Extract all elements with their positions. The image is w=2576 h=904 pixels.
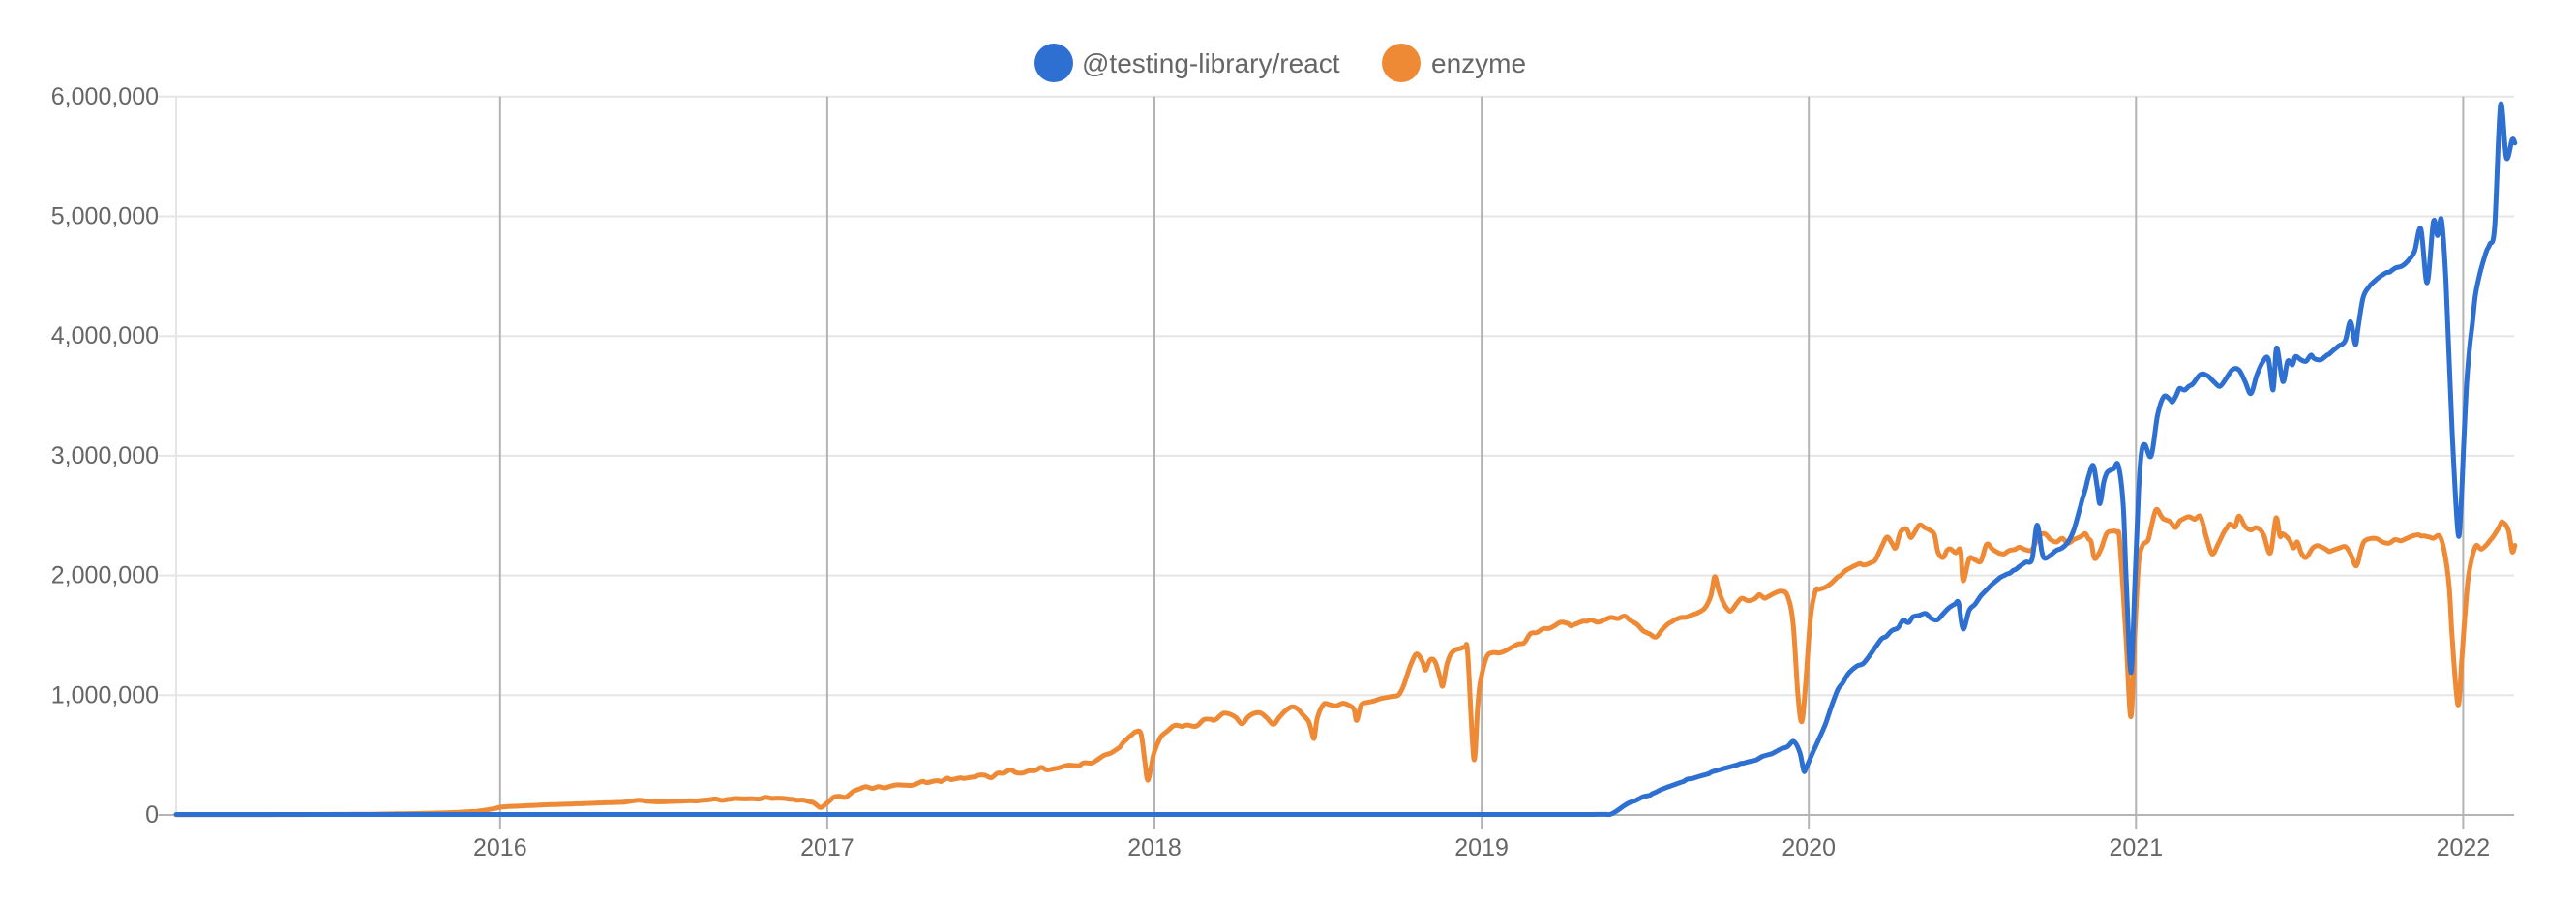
svg-text:2018: 2018 bbox=[1127, 834, 1182, 861]
svg-text:2020: 2020 bbox=[1782, 834, 1836, 861]
svg-text:2022: 2022 bbox=[2437, 834, 2491, 861]
svg-text:2,000,000: 2,000,000 bbox=[51, 562, 159, 589]
svg-text:@testing-library/react: @testing-library/react bbox=[1082, 48, 1340, 78]
svg-text:2017: 2017 bbox=[800, 834, 854, 861]
svg-text:2021: 2021 bbox=[2109, 834, 2163, 861]
svg-text:3,000,000: 3,000,000 bbox=[51, 442, 159, 469]
svg-text:6,000,000: 6,000,000 bbox=[51, 83, 159, 110]
svg-text:1,000,000: 1,000,000 bbox=[51, 681, 159, 708]
svg-text:2019: 2019 bbox=[1454, 834, 1509, 861]
svg-text:4,000,000: 4,000,000 bbox=[51, 322, 159, 349]
svg-text:enzyme: enzyme bbox=[1431, 48, 1526, 78]
svg-text:0: 0 bbox=[145, 801, 159, 829]
svg-text:5,000,000: 5,000,000 bbox=[51, 203, 159, 230]
svg-text:2016: 2016 bbox=[473, 834, 527, 861]
